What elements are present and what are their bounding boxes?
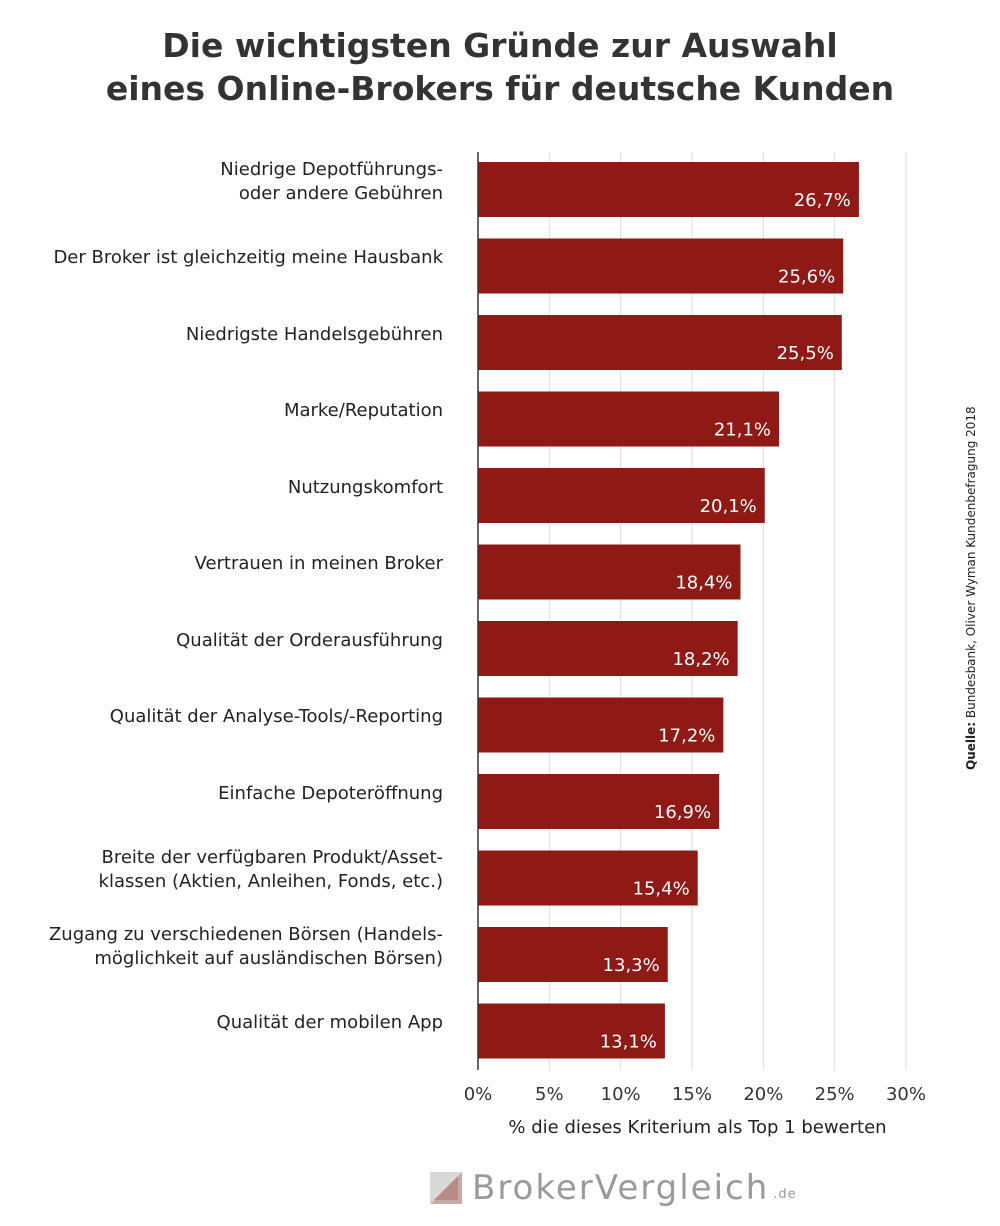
bar bbox=[478, 468, 765, 523]
source-note: Quelle: Bundesbank, Oliver Wyman Kundenb… bbox=[964, 406, 978, 770]
chart-title: Die wichtigsten Gründe zur Auswahl eines… bbox=[0, 24, 1000, 110]
bar-value-label: 16,9% bbox=[654, 802, 711, 823]
title-line-2: eines Online-Brokers für deutsche Kunden bbox=[105, 69, 895, 108]
source-label: Quelle: bbox=[964, 721, 978, 770]
category-label: Qualität der mobilen App bbox=[217, 1011, 443, 1035]
bar-value-label: 25,6% bbox=[778, 267, 835, 288]
bar bbox=[478, 544, 741, 600]
x-tick-label: 15% bbox=[672, 1084, 712, 1105]
bar-value-label: 17,2% bbox=[658, 726, 715, 747]
bar bbox=[478, 1003, 665, 1059]
brand-suffix: .de bbox=[773, 1187, 797, 1202]
category-label-line: Qualität der mobilen App bbox=[216, 1012, 443, 1033]
category-label-line: Marke/Reputation bbox=[283, 400, 443, 421]
category-label: Qualität der Analyse-Tools/-Reporting bbox=[110, 705, 443, 729]
x-tick-label: 20% bbox=[743, 1084, 783, 1105]
category-label-line: klassen (Aktien, Anleihen, Fonds, etc.) bbox=[98, 871, 443, 892]
category-label-line: Zugang zu verschiedenen Börsen (Handels- bbox=[48, 923, 443, 945]
category-label: Nutzungskomfort bbox=[288, 476, 443, 500]
category-label: Breite der verfügbaren Produkt/Asset-kla… bbox=[99, 846, 443, 894]
category-label: Qualität der Orderausführung bbox=[176, 629, 443, 653]
bar bbox=[478, 850, 698, 906]
bar-value-label: 25,5% bbox=[777, 343, 834, 364]
category-label: Vertrauen in meinen Broker bbox=[195, 552, 443, 576]
category-label-line: Niedrige Depotführungs- bbox=[220, 158, 443, 180]
bar-value-label: 20,1% bbox=[700, 496, 757, 517]
x-tick-label: 0% bbox=[464, 1084, 493, 1105]
category-label: Niedrige Depotführungs-oder andere Gebüh… bbox=[220, 158, 443, 206]
category-label: Zugang zu verschiedenen Börsen (Handels-… bbox=[49, 923, 443, 971]
bar-value-label: 15,4% bbox=[633, 879, 690, 900]
bar bbox=[478, 238, 844, 294]
bar bbox=[478, 621, 738, 676]
category-label: Einfache Depoteröffnung bbox=[218, 782, 443, 806]
category-label-line: Einfache Depoteröffnung bbox=[218, 782, 443, 804]
category-label-line: oder andere Gebühren bbox=[238, 182, 443, 204]
brand-logo-icon bbox=[430, 1172, 462, 1204]
category-label-line: Qualität der Analyse-Tools/-Reporting bbox=[109, 706, 443, 727]
bar bbox=[478, 391, 780, 447]
bar-value-label: 13,1% bbox=[600, 1032, 657, 1053]
bar-value-label: 26,7% bbox=[794, 190, 851, 211]
bar-value-label: 21,1% bbox=[714, 420, 771, 441]
category-label: Niedrigste Handelsgebühren bbox=[186, 323, 443, 347]
category-label-line: Breite der verfügbaren Produkt/Asset- bbox=[101, 847, 444, 868]
category-label: Marke/Reputation bbox=[284, 399, 443, 423]
x-axis-label: % die dieses Kriterium als Top 1 bewerte… bbox=[508, 1117, 887, 1138]
bar-value-label: 18,4% bbox=[675, 573, 732, 594]
category-label-line: möglichkeit auf ausländischen Börsen) bbox=[94, 947, 443, 969]
x-tick-label: 30% bbox=[886, 1084, 926, 1105]
brand-name: BrokerVergleich bbox=[472, 1168, 770, 1208]
bar-value-label: 18,2% bbox=[672, 649, 729, 670]
x-tick-label: 25% bbox=[815, 1084, 855, 1105]
category-label-line: Qualität der Orderausführung bbox=[176, 629, 443, 651]
category-label-line: Vertrauen in meinen Broker bbox=[194, 553, 443, 574]
bar bbox=[478, 162, 859, 217]
category-label: Der Broker ist gleichzeitig meine Hausba… bbox=[53, 246, 443, 270]
category-label-line: Nutzungskomfort bbox=[287, 476, 443, 498]
bar bbox=[478, 774, 720, 829]
bar bbox=[478, 927, 668, 982]
source-text: Bundesbank, Oliver Wyman Kundenbefragung… bbox=[964, 406, 978, 719]
category-label-line: Der Broker ist gleichzeitig meine Hausba… bbox=[53, 247, 443, 268]
x-tick-label: 5% bbox=[535, 1084, 564, 1105]
bar bbox=[478, 315, 842, 370]
bar bbox=[478, 697, 724, 753]
x-tick-label: 10% bbox=[601, 1084, 641, 1105]
brand-logo-wordmark: BrokerVergleich .de bbox=[428, 1168, 797, 1208]
bar-value-label: 13,3% bbox=[603, 955, 660, 976]
title-line-1: Die wichtigsten Gründe zur Auswahl bbox=[162, 26, 838, 65]
category-label-line: Niedrigste Handelsgebühren bbox=[185, 323, 443, 345]
